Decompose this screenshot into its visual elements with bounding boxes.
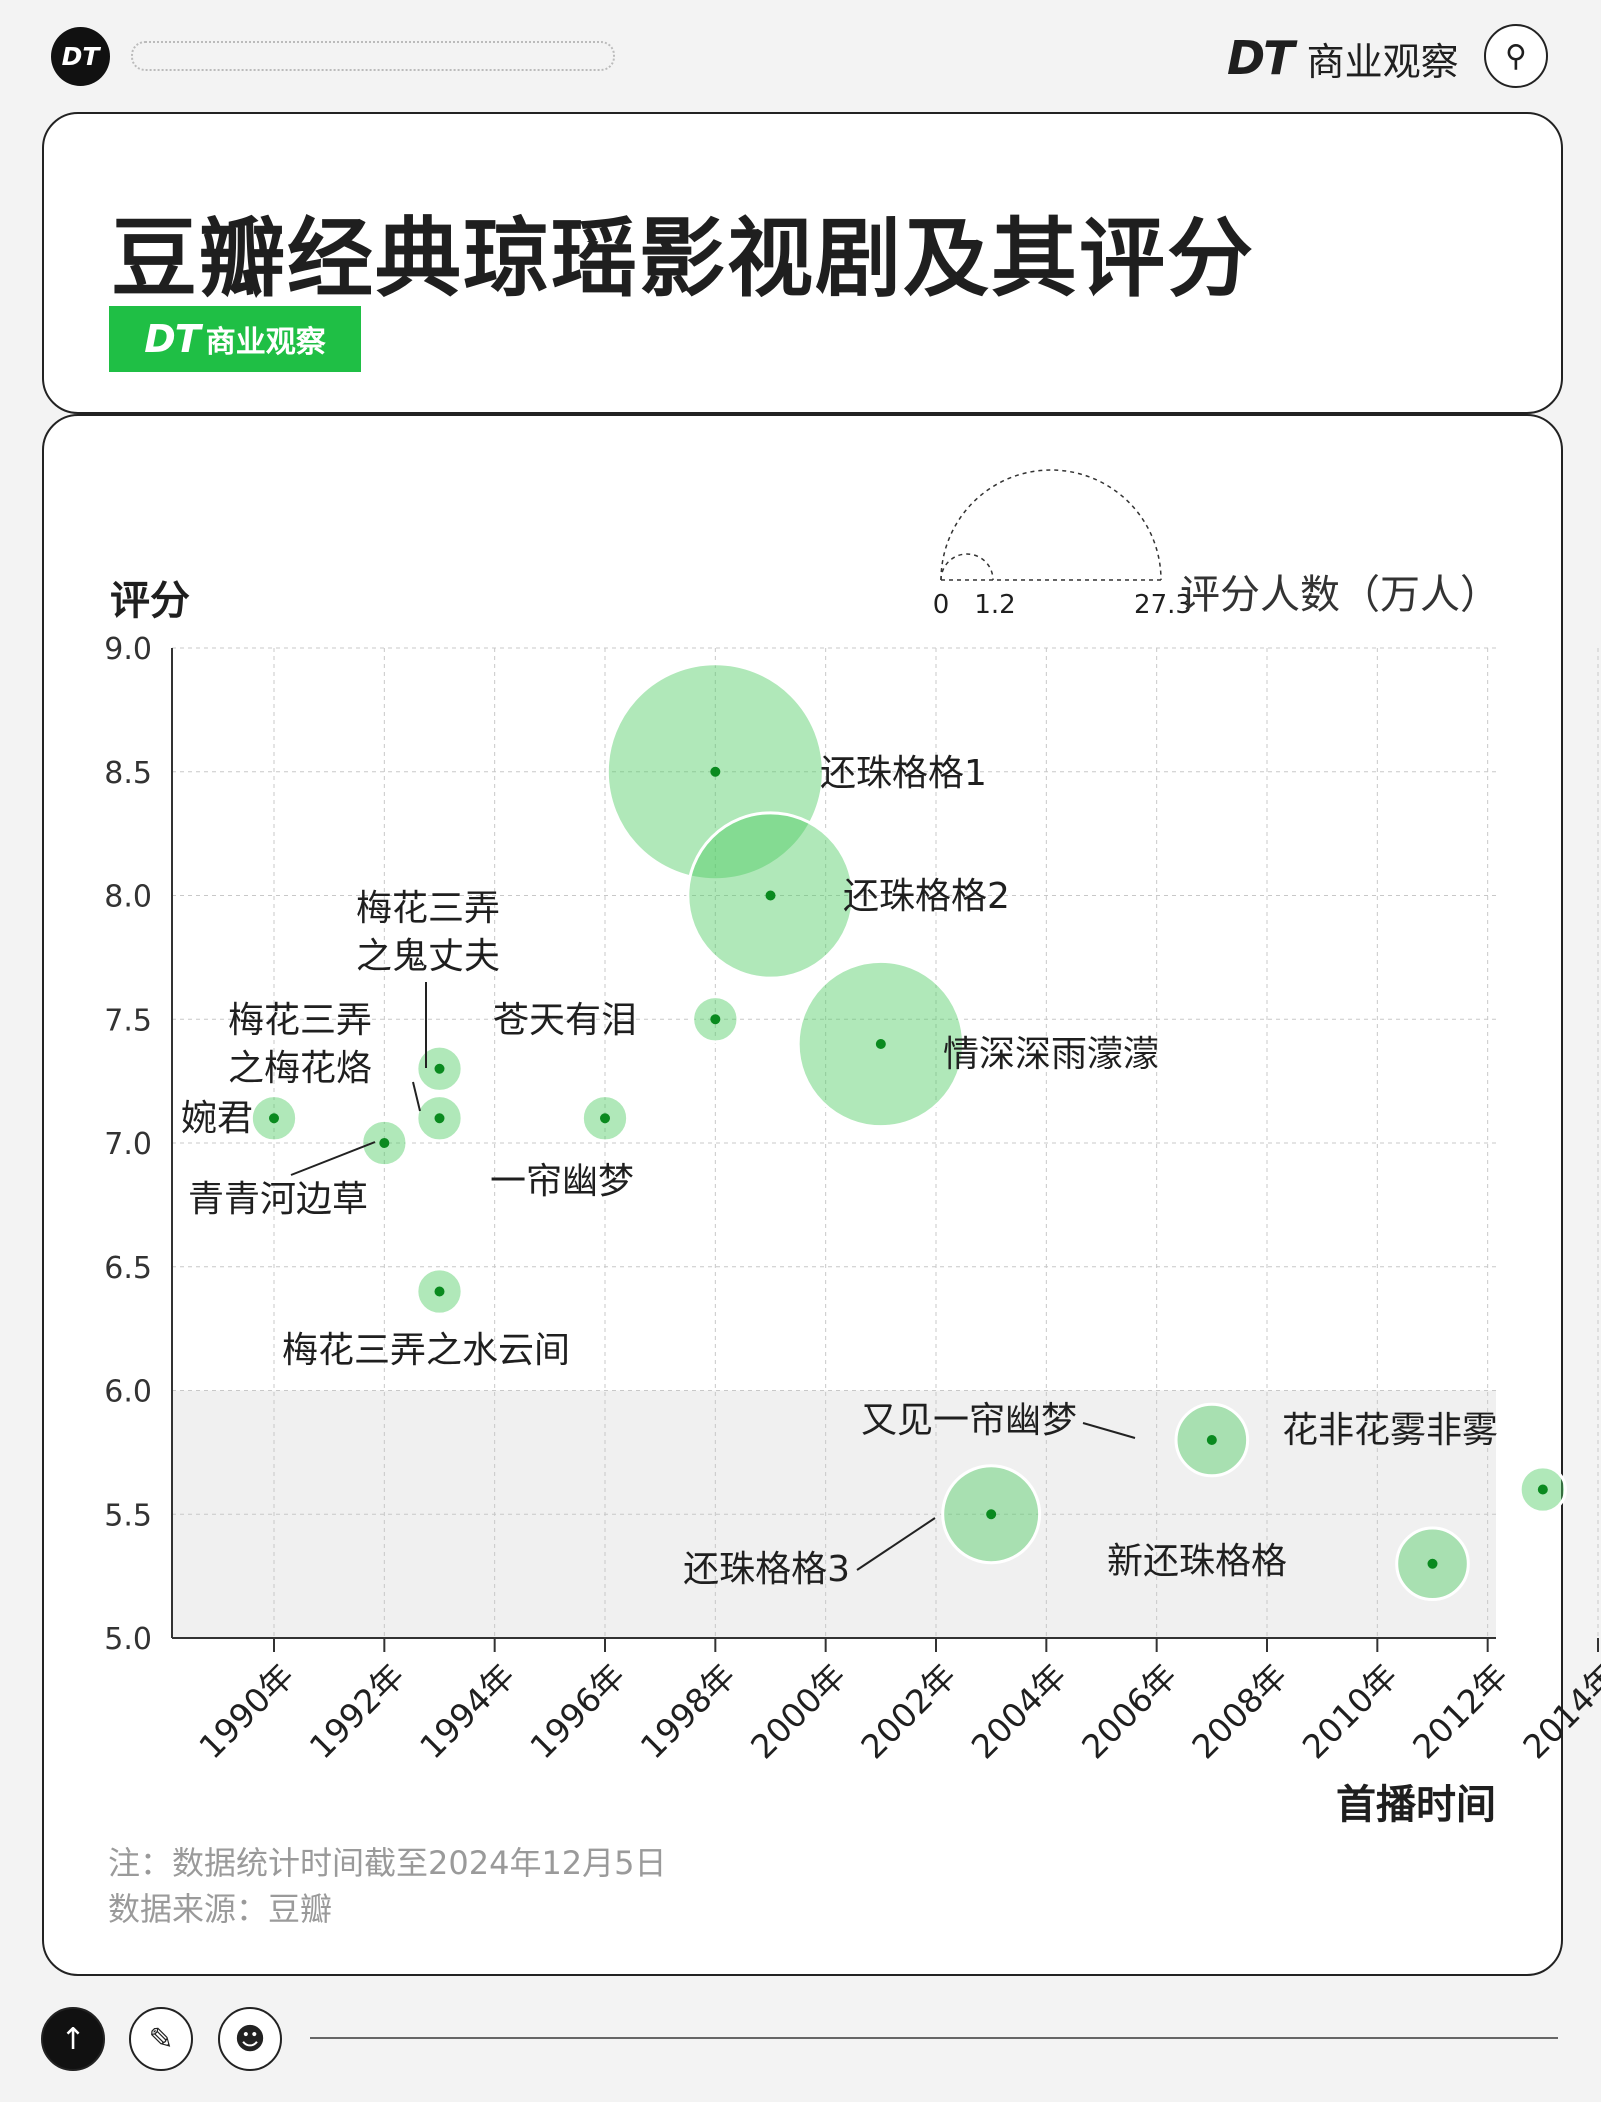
point-label: 梅花三弄之水云间 [282,1330,570,1371]
brand: DT 商业观察 [1227,30,1459,86]
x-tick-label: 2004年 [964,1656,1074,1766]
point-label: 梅花三弄 [228,1000,372,1041]
point-label: 梅花三弄 [356,888,500,929]
search-bar[interactable] [131,41,615,71]
x-tick-label: 2014年 [1515,1656,1601,1766]
y-tick-label: 7.5 [104,1003,152,1038]
x-tick-label: 2002年 [853,1656,963,1766]
x-tick-label: 1992年 [302,1656,412,1766]
shaded-low-score-region [172,1390,1496,1638]
size-legend-label: 0 [933,590,950,620]
y-tick-label: 5.5 [104,1498,152,1533]
y-tick-label: 6.0 [104,1375,152,1410]
badge-dt: DT [144,317,200,361]
size-legend-title: 评分人数（万人） [1180,572,1500,618]
arrow-up-icon[interactable]: ↑ [41,2007,105,2071]
x-axis-label: 首播时间 [1336,1782,1496,1828]
point-label: 之梅花烙 [228,1048,372,1089]
bubble-center-dot [710,1014,721,1025]
y-tick-label: 7.0 [104,1127,152,1162]
bubble-center-dot [269,1113,279,1124]
point-label: 婉君 [181,1098,253,1139]
y-tick-label: 8.0 [104,880,152,915]
point-label: 苍天有泪 [493,1000,637,1041]
y-tick-label: 6.5 [104,1251,152,1286]
size-legend-large-arc [940,469,1162,581]
y-tick-label: 5.0 [104,1622,152,1657]
bubble-center-dot [710,766,721,777]
bubble-center-dot [1427,1558,1438,1569]
leader-line [856,1517,936,1571]
x-tick-label: 1990年 [191,1656,301,1766]
brand-dt: DT [1227,31,1295,85]
y-tick-label: 9.0 [104,632,152,667]
x-tick-label: 1994年 [412,1656,522,1766]
y-axis-label: 评分 [110,578,190,624]
brand-name: 商业观察 [1306,39,1459,84]
bubble-center-dot [1537,1484,1548,1495]
point-label: 新还珠格格 [1107,1541,1287,1582]
x-tick-label: 2012年 [1405,1656,1515,1766]
y-tick-label: 8.5 [104,756,152,791]
badge-name: 商业观察 [205,325,326,360]
point-label: 还珠格格1 [820,753,987,794]
leader-line [1082,1422,1136,1439]
bubble-center-dot [379,1138,390,1148]
x-tick-label: 2010年 [1295,1656,1405,1766]
page-title: 豆瓣经典琼瑶影视剧及其评分 [111,209,1255,309]
dt-badge: DT 商业观察 [109,306,361,372]
point-label: 还珠格格3 [683,1549,850,1590]
data-note: 注：数据统计时间截至2024年12月5日 [108,1844,667,1882]
leader-line [290,1141,376,1176]
size-legend-label: 1.2 [974,590,1015,620]
size-legend-label: 27.3 [1134,590,1192,620]
bubble-center-dot [434,1113,445,1124]
bubble-center-dot [434,1063,445,1074]
x-tick-label: 2008年 [1184,1656,1294,1766]
point-label: 一帘幽梦 [490,1161,634,1202]
x-tick-label: 1998年 [633,1656,743,1766]
bubble-center-dot [1206,1435,1217,1445]
bubble-center-dot [986,1509,997,1520]
chart-card [42,414,1563,1976]
bubble-center-dot [875,1039,886,1049]
x-tick-label: 2006年 [1074,1656,1184,1766]
leader-line [412,1081,421,1112]
bubble-center-dot [434,1286,445,1297]
dt-logo[interactable]: DT [51,27,110,86]
point-label: 青青河边草 [188,1179,368,1220]
point-label: 之鬼丈夫 [356,936,500,977]
point-label: 情深深雨濛濛 [943,1034,1159,1075]
user-icon[interactable]: ☻ [218,2007,282,2071]
size-legend-small-arc [940,553,994,581]
pencil-icon[interactable]: ✎ [129,2007,193,2071]
x-tick-label: 2000年 [743,1656,853,1766]
point-label: 又见一帘幽梦 [861,1400,1077,1441]
point-label: 花非花雾非雾 [1282,1410,1498,1451]
data-source: 数据来源：豆瓣 [108,1890,333,1928]
footer-divider [310,2037,1558,2039]
bubble-center-dot [600,1113,610,1124]
search-icon[interactable]: ⚲ [1484,24,1548,88]
point-label: 还珠格格2 [843,876,1010,917]
x-tick-label: 1996年 [522,1656,632,1766]
bubble-center-dot [765,890,776,901]
